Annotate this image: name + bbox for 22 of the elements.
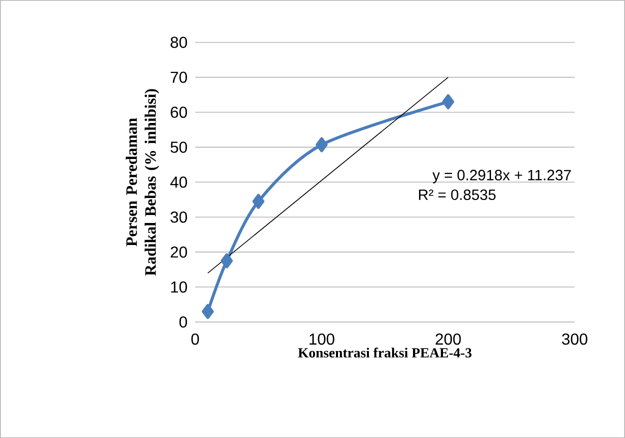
x-tick-label: 300 (562, 333, 588, 345)
y-tick-label: 0 (179, 316, 188, 328)
annotation: y = 0.2918x + 11.237 (432, 170, 571, 184)
y-tick-label: 70 (170, 72, 188, 83)
x-axis-title: Konsentrasi fraksi PEAE-4-3 (298, 347, 472, 358)
point (220, 253, 233, 268)
x-tick-label: 100 (310, 333, 334, 345)
point (442, 94, 454, 110)
y-tick-label: 80 (170, 36, 188, 48)
y-tick-label: 60 (170, 106, 188, 118)
annotation: R² = 0.8535 (419, 189, 496, 200)
y-tick-label: 20 (170, 246, 188, 258)
y-tick-label: 40 (170, 176, 188, 188)
y-axis-title: Persen Peredaman Radikal Bebas (% inhibisi) (126, 88, 160, 276)
point (252, 194, 264, 209)
point (316, 137, 328, 152)
x-tick-label: 0 (191, 333, 199, 345)
point (202, 304, 214, 319)
y-tick-label: 10 (171, 281, 188, 293)
y-tick-label: 30 (170, 211, 188, 223)
x-tick-label: 200 (436, 333, 461, 345)
y-tick-label: 50 (170, 141, 188, 153)
